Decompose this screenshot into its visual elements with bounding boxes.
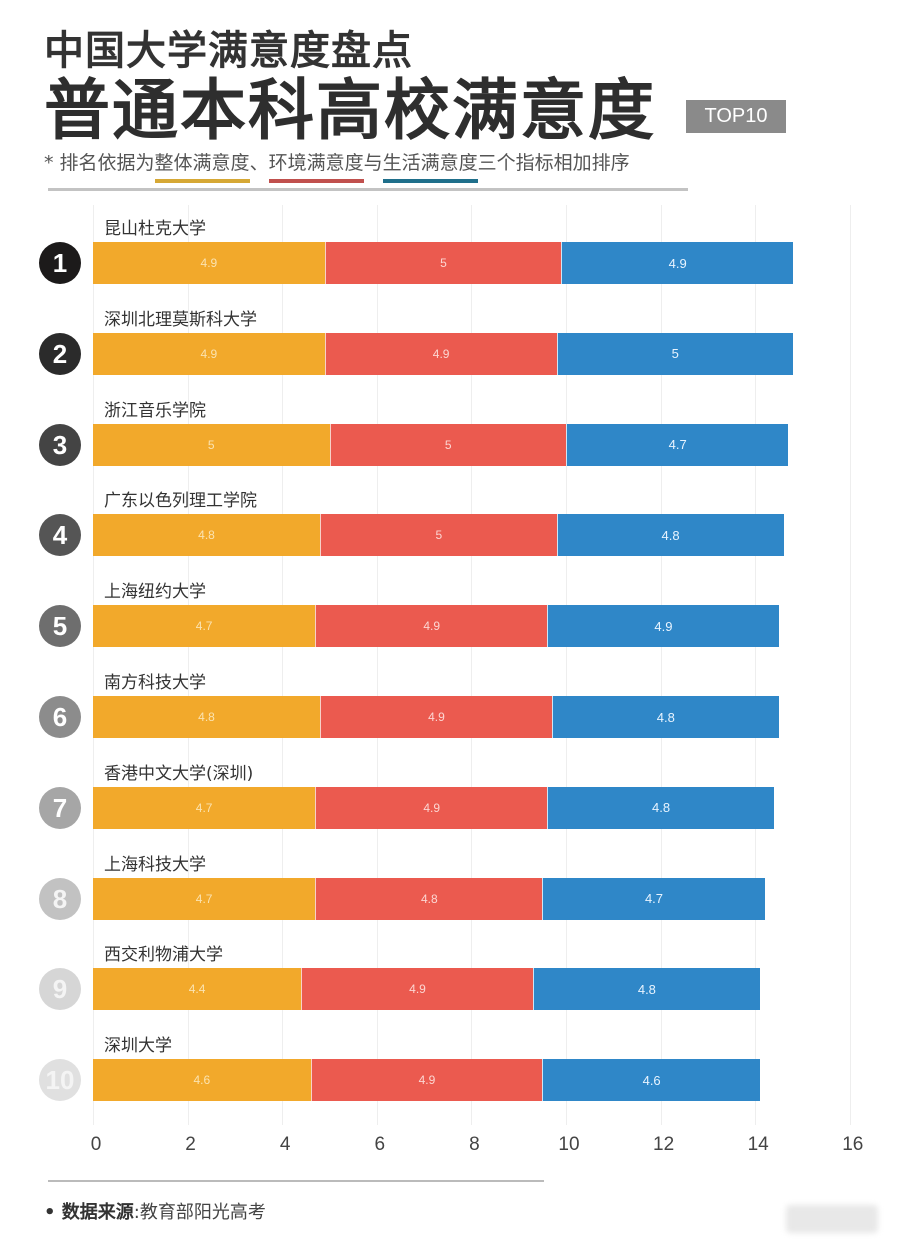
rank-badge: 10 <box>39 1059 81 1102</box>
gridline <box>660 205 662 1125</box>
x-tick-label: 12 <box>653 1134 675 1155</box>
environment-segment: 4.9 <box>324 332 557 375</box>
rank-badge: 7 <box>39 786 81 829</box>
x-tick-label: 0 <box>90 1134 102 1155</box>
source-value: :教育部阳光高考 <box>133 1202 266 1223</box>
rank-badge: 9 <box>39 968 81 1011</box>
overall-segment: 4.7 <box>93 877 316 920</box>
gridline <box>187 205 189 1125</box>
environment-segment: 4.9 <box>320 696 552 738</box>
overall-segment: 4.8 <box>93 514 321 557</box>
gridline <box>755 205 757 1125</box>
life-segment: 4.7 <box>566 423 789 466</box>
x-tick-label: 10 <box>558 1134 580 1155</box>
stacked-bar: 4.9 4.9 5 <box>93 332 794 375</box>
university-name: 深圳北理莫斯科大学 <box>104 309 257 330</box>
overall-segment: 5 <box>93 423 330 466</box>
stacked-bar: 4.7 4.9 4.8 <box>93 786 775 829</box>
note-prefix: * 排名依据为 <box>44 152 155 174</box>
environment-segment: 4.9 <box>301 968 533 1011</box>
overall-segment: 4.8 <box>93 696 321 738</box>
gridline <box>566 205 567 1125</box>
rank-badge: 3 <box>39 423 81 466</box>
environment-segment: 5 <box>324 242 562 284</box>
overall-segment: 4.7 <box>93 786 316 829</box>
stacked-bar: 4.7 4.9 4.9 <box>93 605 779 648</box>
note-sep: 与 <box>363 152 383 174</box>
gridline <box>282 205 284 1125</box>
gridline <box>849 205 851 1125</box>
life-segment: 4.8 <box>551 696 779 738</box>
overall-segment: 4.9 <box>93 332 325 375</box>
life-segment: 4.7 <box>542 877 765 920</box>
stacked-bar: 4.8 5 4.8 <box>93 514 784 557</box>
divider <box>48 188 688 191</box>
gridline <box>376 205 378 1125</box>
top10-badge: TOP10 <box>686 100 786 133</box>
ranking-note: * 排名依据为整体满意度、环境满意度与生活满意度三个指标相加排序 <box>44 148 630 183</box>
university-name: 广东以色列理工学院 <box>104 491 257 512</box>
data-source: • 数据来源:教育部阳光高考 <box>44 1198 266 1224</box>
environment-segment: 4.8 <box>315 877 543 920</box>
life-segment: 4.9 <box>561 242 794 284</box>
divider <box>48 1180 544 1182</box>
x-tick-label: 14 <box>747 1134 769 1155</box>
overall-segment: 4.9 <box>93 242 325 284</box>
life-segment: 4.8 <box>556 514 784 557</box>
rank-badge: 4 <box>39 514 81 557</box>
rank-badge: 2 <box>39 332 81 375</box>
environment-segment: 4.9 <box>315 605 548 648</box>
stacked-bar: 5 5 4.7 <box>93 423 789 466</box>
environment-segment: 5 <box>320 514 557 557</box>
page-title: 普通本科高校满意度 <box>44 71 656 149</box>
environment-segment: 5 <box>329 423 566 466</box>
overall-segment: 4.7 <box>93 605 316 648</box>
university-name: 西交利物浦大学 <box>104 945 223 966</box>
stacked-bar: 4.4 4.9 4.8 <box>93 968 760 1011</box>
rank-badge: 5 <box>39 605 81 648</box>
university-name: 浙江音乐学院 <box>104 400 206 421</box>
university-name: 上海科技大学 <box>104 854 206 875</box>
page-title-small: 中国大学满意度盘点 <box>44 27 413 74</box>
life-segment: 5 <box>556 332 794 375</box>
environment-segment: 4.9 <box>315 786 548 829</box>
x-tick-label: 8 <box>469 1134 480 1155</box>
x-tick-label: 16 <box>842 1134 864 1155</box>
stacked-bar: 4.7 4.8 4.7 <box>93 877 765 920</box>
note-suffix: 三个指标相加排序 <box>477 152 630 174</box>
stacked-bar: 4.6 4.9 4.6 <box>93 1059 760 1102</box>
rank-badge: 6 <box>39 696 81 738</box>
overall-segment: 4.6 <box>93 1059 311 1102</box>
legend-life: 生活满意度 <box>382 148 478 183</box>
stacked-bar: 4.8 4.9 4.8 <box>93 696 779 738</box>
x-tick-label: 6 <box>374 1134 386 1155</box>
university-name: 南方科技大学 <box>104 673 206 693</box>
gridline <box>93 205 94 1125</box>
university-name: 香港中文大学(深圳) <box>104 763 254 784</box>
university-name: 昆山杜克大学 <box>104 219 206 239</box>
university-name: 深圳大学 <box>104 1036 172 1057</box>
life-segment: 4.8 <box>547 786 775 829</box>
university-name: 上海纽约大学 <box>104 582 206 603</box>
stacked-bar: 4.9 5 4.9 <box>93 242 794 284</box>
source-label: • 数据来源 <box>44 1202 134 1223</box>
gridline <box>471 205 473 1125</box>
life-segment: 4.6 <box>542 1059 760 1102</box>
environment-segment: 4.9 <box>310 1059 543 1102</box>
rank-badge: 1 <box>39 242 81 284</box>
overall-segment: 4.4 <box>93 968 302 1011</box>
watermark <box>786 1205 878 1233</box>
x-tick-label: 4 <box>279 1134 291 1155</box>
x-tick-label: 2 <box>185 1134 196 1155</box>
life-segment: 4.8 <box>532 968 760 1011</box>
rank-badge: 8 <box>39 877 81 920</box>
note-sep: 、 <box>249 152 269 174</box>
legend-overall: 整体满意度 <box>154 148 250 183</box>
legend-environment: 环境满意度 <box>268 148 364 183</box>
life-segment: 4.9 <box>547 605 779 648</box>
